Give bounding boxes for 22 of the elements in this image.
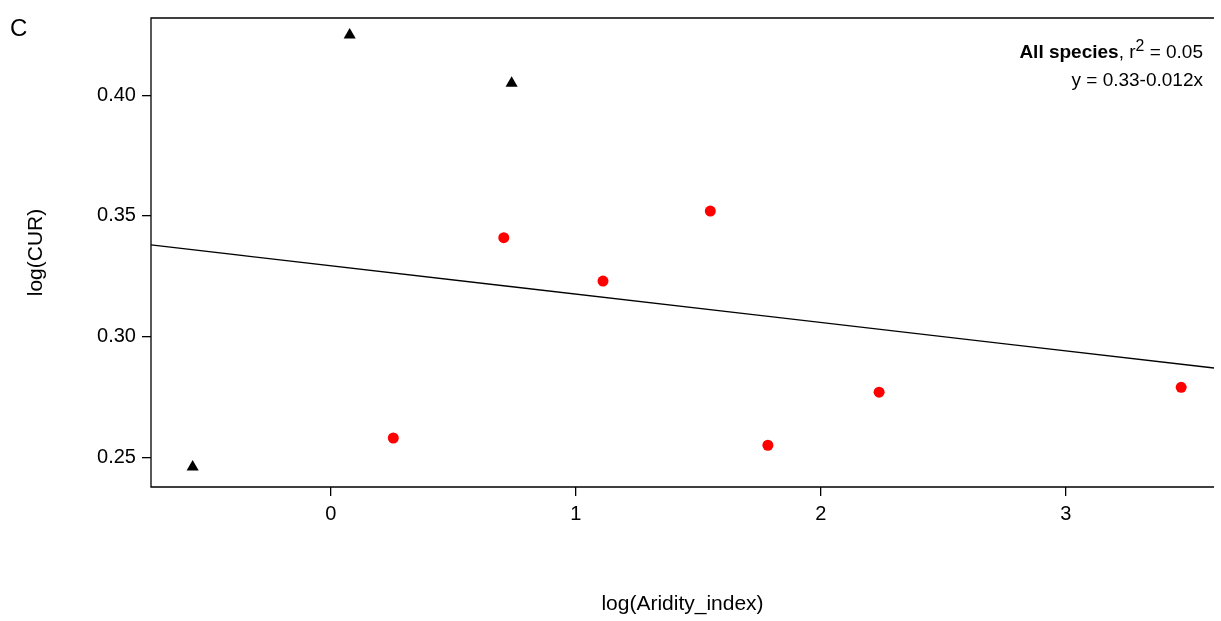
point [873,386,885,398]
point [597,275,609,287]
x-tick-label: 3 [1060,501,1072,524]
chart-title: C [10,14,28,42]
x-axis-title: log(Aridity_index) [601,591,764,616]
y-tick-label: 0.30 [97,324,136,347]
y-tick-label: 0.25 [97,444,136,467]
x-tick-label: 2 [815,501,827,524]
y-tick-label: 0.40 [97,82,136,105]
annotation: y = 0.33-0.012x [1070,68,1203,93]
x-tick-label: 0 [325,501,337,524]
point [343,27,356,39]
y-tick-label: 0.35 [97,203,136,226]
point [762,439,774,451]
point [498,232,510,244]
y-axis-title: log(CUR) [23,208,47,297]
point [704,205,716,217]
annotation: All species, r$^{2}$ = 0.05 [1019,37,1203,63]
point [387,432,399,444]
point [1175,381,1187,393]
point [505,76,518,87]
x-tick-label: 1 [570,501,582,524]
